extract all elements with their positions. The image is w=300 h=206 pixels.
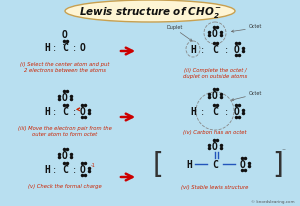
Text: C: C	[212, 107, 218, 116]
Text: Duplet: Duplet	[167, 25, 183, 30]
Text: :: :	[201, 107, 205, 116]
Text: ⁻: ⁻	[281, 146, 285, 155]
Text: :: :	[225, 45, 229, 55]
Text: C: C	[62, 107, 68, 116]
Text: C: C	[212, 45, 218, 55]
Text: ]: ]	[273, 150, 283, 178]
Text: O: O	[80, 164, 86, 174]
Text: H: H	[190, 45, 196, 55]
Text: -1: -1	[91, 163, 95, 168]
Text: (i) Select the center atom and put
2 electrons between the atoms: (i) Select the center atom and put 2 ele…	[20, 62, 110, 73]
Text: C: C	[212, 159, 218, 169]
Text: O: O	[80, 107, 86, 116]
Text: H: H	[44, 43, 50, 53]
Text: H: H	[186, 159, 192, 169]
Text: (vi) Stable lewis structure: (vi) Stable lewis structure	[181, 184, 249, 189]
Text: (iii) Move the electron pair from the
outer atom to form octet: (iii) Move the electron pair from the ou…	[18, 125, 112, 136]
Text: O: O	[212, 91, 218, 101]
Text: :: :	[53, 164, 57, 174]
Text: (iv) Carbon has an octet: (iv) Carbon has an octet	[183, 129, 247, 134]
Text: Octet: Octet	[248, 91, 262, 96]
Text: O: O	[62, 92, 68, 103]
Text: © knordslearing.com: © knordslearing.com	[251, 199, 295, 203]
Text: O: O	[234, 107, 240, 116]
Text: [: [	[153, 150, 164, 178]
Text: O: O	[212, 141, 218, 151]
Text: O: O	[80, 43, 86, 53]
Text: O: O	[212, 29, 218, 39]
Text: $\bfit{Lewis\ structure\ of\ CHO_2^-}$: $\bfit{Lewis\ structure\ of\ CHO_2^-}$	[79, 5, 221, 19]
Text: :: :	[74, 107, 76, 116]
FancyArrowPatch shape	[77, 108, 80, 111]
Text: H: H	[44, 164, 50, 174]
Text: H: H	[190, 107, 196, 116]
Ellipse shape	[65, 1, 235, 23]
Text: :: :	[53, 43, 57, 53]
Text: O: O	[62, 150, 68, 160]
Text: (ii) Complete the octet /
duplet on outside atoms: (ii) Complete the octet / duplet on outs…	[183, 68, 247, 78]
Text: O: O	[234, 45, 240, 55]
Text: :: :	[53, 107, 57, 116]
Text: :: :	[74, 164, 76, 174]
Text: :: :	[60, 40, 70, 43]
Text: C: C	[62, 43, 68, 53]
Text: Octet: Octet	[248, 23, 262, 28]
Text: :: :	[74, 43, 76, 53]
Text: H: H	[44, 107, 50, 116]
Text: :: :	[201, 45, 205, 55]
Text: C: C	[62, 164, 68, 174]
Text: :: :	[225, 107, 229, 116]
Text: O: O	[62, 30, 68, 40]
Text: (v) Check the formal charge: (v) Check the formal charge	[28, 183, 102, 188]
Text: O: O	[240, 159, 246, 169]
